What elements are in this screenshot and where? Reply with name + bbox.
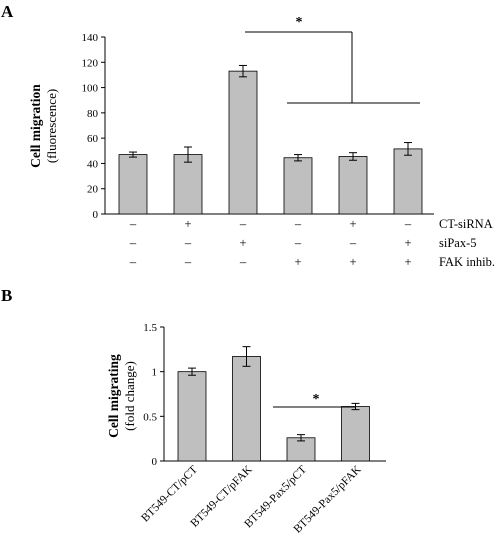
panel-a-label: A bbox=[1, 2, 14, 21]
bar bbox=[173, 154, 203, 215]
condition-sign: – bbox=[349, 236, 357, 250]
bar bbox=[393, 148, 423, 215]
y-tick-label: 140 bbox=[82, 32, 99, 44]
condition-sign: – bbox=[239, 255, 247, 269]
panel-b-ylabel: Cell migrating bbox=[106, 354, 121, 438]
condition-sign: – bbox=[129, 255, 137, 269]
x-category-label: BT549-CT/pCT bbox=[139, 464, 200, 525]
condition-label: siPax-5 bbox=[439, 236, 477, 250]
panel-b-x-labels: BT549-CT/pCTBT549-CT/pFAKBT549-Pax5/pCTB… bbox=[139, 463, 364, 536]
condition-sign: + bbox=[184, 217, 191, 231]
panel-a-significance-bracket: * bbox=[245, 15, 420, 104]
panel-b-ylabel-group: Cell migrating (fold change) bbox=[106, 354, 137, 438]
panel-b-label: B bbox=[1, 286, 12, 305]
y-tick-label: 0 bbox=[93, 209, 99, 221]
panel-a-y-ticks: 0 20 40 60 80 100 120 140 bbox=[82, 32, 105, 221]
bar bbox=[118, 154, 148, 215]
panel-a-ylabel: Cell migration bbox=[28, 84, 43, 168]
bar bbox=[232, 356, 261, 462]
panel-a-condition-signs: – + – – + – – – + – – + – – – + + + bbox=[129, 217, 412, 269]
y-tick-label: 1 bbox=[152, 367, 158, 379]
y-tick-label: 20 bbox=[87, 184, 99, 196]
panel-a-significance-star: * bbox=[296, 15, 303, 30]
condition-sign: – bbox=[184, 236, 192, 250]
y-tick-label: 0.5 bbox=[143, 411, 157, 423]
condition-label: CT-siRNA bbox=[439, 217, 493, 231]
panel-a-condition-labels: CT-siRNA siPax-5 FAK inhib. bbox=[439, 217, 495, 269]
bar bbox=[283, 157, 313, 215]
condition-label: FAK inhib. bbox=[439, 255, 495, 269]
y-tick-label: 80 bbox=[87, 108, 99, 120]
panel-a-ylabel-group: Cell migration (fluorescence) bbox=[28, 84, 59, 168]
y-tick-label: 1.5 bbox=[143, 322, 157, 334]
condition-sign: – bbox=[294, 236, 302, 250]
panel-b-significance: * bbox=[273, 392, 356, 408]
panel-b-bars bbox=[177, 346, 370, 462]
y-tick-label: 0 bbox=[152, 456, 158, 468]
panel-b-y-ticks: 0 0.5 1 1.5 bbox=[143, 322, 164, 468]
condition-sign: + bbox=[294, 255, 301, 269]
y-tick-label: 120 bbox=[82, 57, 99, 69]
condition-sign: – bbox=[404, 217, 412, 231]
condition-sign: – bbox=[239, 217, 247, 231]
panel-b-significance-star: * bbox=[313, 392, 320, 407]
y-tick-label: 40 bbox=[87, 158, 99, 170]
condition-sign: – bbox=[184, 255, 192, 269]
y-tick-label: 60 bbox=[87, 133, 99, 145]
condition-sign: – bbox=[129, 217, 137, 231]
panel-b-ylabel-unit: (fold change) bbox=[122, 361, 137, 431]
condition-sign: + bbox=[239, 236, 246, 250]
panel-a-ylabel-unit: (fluorescence) bbox=[44, 89, 59, 163]
bar bbox=[338, 156, 368, 215]
condition-sign: – bbox=[129, 236, 137, 250]
condition-sign: + bbox=[404, 236, 411, 250]
y-tick-label: 100 bbox=[82, 83, 99, 95]
condition-sign: + bbox=[404, 255, 411, 269]
panel-b: B Cell migrating (fold change) 00.511.5 … bbox=[1, 286, 386, 536]
panel-a-bars bbox=[118, 64, 423, 215]
panel-a: A Cell migration (fluorescence) 0 20 40 60 8… bbox=[1, 2, 495, 269]
bar bbox=[341, 406, 370, 462]
bar bbox=[228, 70, 258, 215]
bar bbox=[177, 371, 207, 462]
condition-sign: + bbox=[349, 217, 356, 231]
condition-sign: + bbox=[349, 255, 356, 269]
condition-sign: – bbox=[294, 217, 302, 231]
